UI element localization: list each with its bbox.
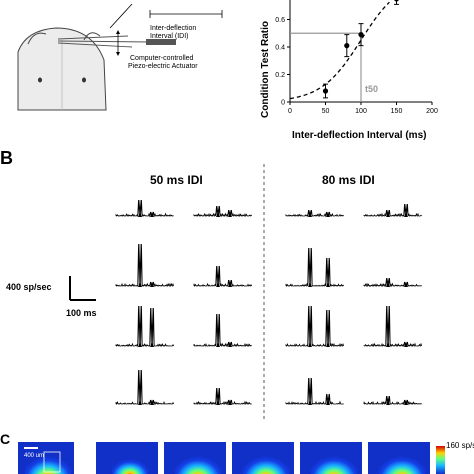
stimulus-marker bbox=[308, 401, 312, 405]
data-point bbox=[344, 43, 350, 49]
stimulus-marker bbox=[386, 283, 390, 287]
heat-spot bbox=[378, 448, 426, 474]
ctr-chart: 0 50 100 150 200 0 0.2 0.4 0.6 t50 bbox=[275, 0, 438, 115]
stimulus-marker bbox=[326, 283, 330, 287]
x-tick-label: 50 bbox=[322, 108, 330, 115]
stimulus-marker bbox=[228, 283, 232, 287]
psth-trace bbox=[115, 305, 175, 348]
psth-trace bbox=[115, 243, 175, 288]
psth-trace bbox=[363, 395, 422, 406]
actuator-label-line2: Piezo-electric Actuator bbox=[128, 63, 198, 70]
x-tick-label: 150 bbox=[391, 108, 403, 115]
y-tick-label: 0.2 bbox=[275, 72, 285, 79]
stimulus-marker bbox=[216, 283, 220, 287]
psth-trace bbox=[115, 199, 174, 218]
y-tick-label: 0.6 bbox=[275, 17, 285, 24]
colorbar-max-label: 160 sp/s bbox=[446, 441, 474, 450]
actuator bbox=[146, 39, 176, 45]
stimulus-marker bbox=[138, 283, 142, 287]
psth-trace bbox=[115, 369, 175, 406]
stimulus-marker bbox=[150, 343, 154, 347]
heat-spot bbox=[242, 448, 290, 474]
psth-trace bbox=[363, 277, 422, 288]
map-scale-label: 400 um bbox=[24, 453, 44, 459]
x-tick-label: 0 bbox=[288, 108, 292, 115]
psth-trace bbox=[285, 377, 344, 405]
scale-y-label: 400 sp/sec bbox=[6, 282, 52, 292]
stimulus-marker bbox=[216, 401, 220, 405]
x-tick-label: 100 bbox=[355, 108, 367, 115]
data-point bbox=[322, 88, 329, 94]
col1-title: 50 ms IDI bbox=[150, 173, 203, 187]
sigmoid-fit-curve bbox=[289, 1, 390, 100]
scale-x-label: 100 ms bbox=[66, 308, 97, 318]
idi-label-line1: Inter-deflection bbox=[150, 25, 196, 32]
psth-trace bbox=[193, 313, 252, 348]
stimulus-marker bbox=[386, 213, 390, 217]
data-point bbox=[394, 0, 399, 2]
psth-trace bbox=[193, 205, 253, 218]
stimulus-marker bbox=[228, 401, 232, 405]
map-roi-box bbox=[43, 451, 61, 473]
stimulus-marker bbox=[150, 213, 154, 217]
data-point bbox=[358, 32, 364, 38]
psth-trace bbox=[285, 247, 345, 288]
stimulus-marker bbox=[138, 401, 142, 405]
col2-title: 80 ms IDI bbox=[322, 173, 375, 187]
stimulus-marker bbox=[308, 283, 312, 287]
psth-trace bbox=[285, 209, 344, 218]
psth-trace bbox=[193, 265, 253, 288]
stimulus-marker bbox=[216, 343, 220, 347]
colorbar bbox=[436, 446, 445, 474]
heat-spot bbox=[310, 448, 358, 474]
psth-trace bbox=[193, 387, 252, 406]
stimulus-marker bbox=[404, 283, 408, 287]
panel-b-label: B bbox=[0, 148, 13, 168]
stimulus-marker bbox=[138, 213, 142, 217]
psth-trace bbox=[363, 203, 422, 218]
stimulus-marker bbox=[404, 401, 408, 405]
heat-spot bbox=[111, 453, 149, 474]
stimulus-marker bbox=[150, 401, 154, 405]
stimulus-marker bbox=[228, 213, 232, 217]
stimulus-marker bbox=[326, 401, 330, 405]
stimulus-marker bbox=[386, 343, 390, 347]
heat-spot bbox=[174, 448, 222, 474]
panel-c-label: C bbox=[0, 431, 10, 447]
t50-label: t50 bbox=[365, 84, 378, 94]
rat-schematic bbox=[17, 3, 223, 111]
stimulus-marker bbox=[386, 401, 390, 405]
stimulus-marker bbox=[308, 213, 312, 217]
x-axis-label: Inter-deflection Interval (ms) bbox=[292, 130, 426, 141]
stimulus-marker bbox=[326, 343, 330, 347]
scale-bar bbox=[69, 276, 96, 301]
psth-trace bbox=[363, 305, 423, 348]
y-tick-label: 0 bbox=[281, 100, 285, 107]
y-tick-label: 0.4 bbox=[275, 45, 285, 52]
x-tick-label: 200 bbox=[426, 108, 438, 115]
y-axis-label: Condition Test Ratio bbox=[260, 21, 271, 118]
psth-trace bbox=[285, 305, 345, 348]
stimulus-marker bbox=[228, 343, 232, 347]
idi-label-line2: Interval (IDI) bbox=[150, 33, 189, 40]
stimulus-marker bbox=[308, 343, 312, 347]
stimulus-marker bbox=[404, 213, 408, 217]
stimulus-marker bbox=[216, 213, 220, 217]
stimulus-marker bbox=[326, 213, 330, 217]
stimulus-marker bbox=[404, 343, 408, 347]
stimulus-marker bbox=[150, 283, 154, 287]
stimulus-marker bbox=[138, 343, 142, 347]
actuator-label-line1: Computer-controlled bbox=[130, 55, 194, 62]
